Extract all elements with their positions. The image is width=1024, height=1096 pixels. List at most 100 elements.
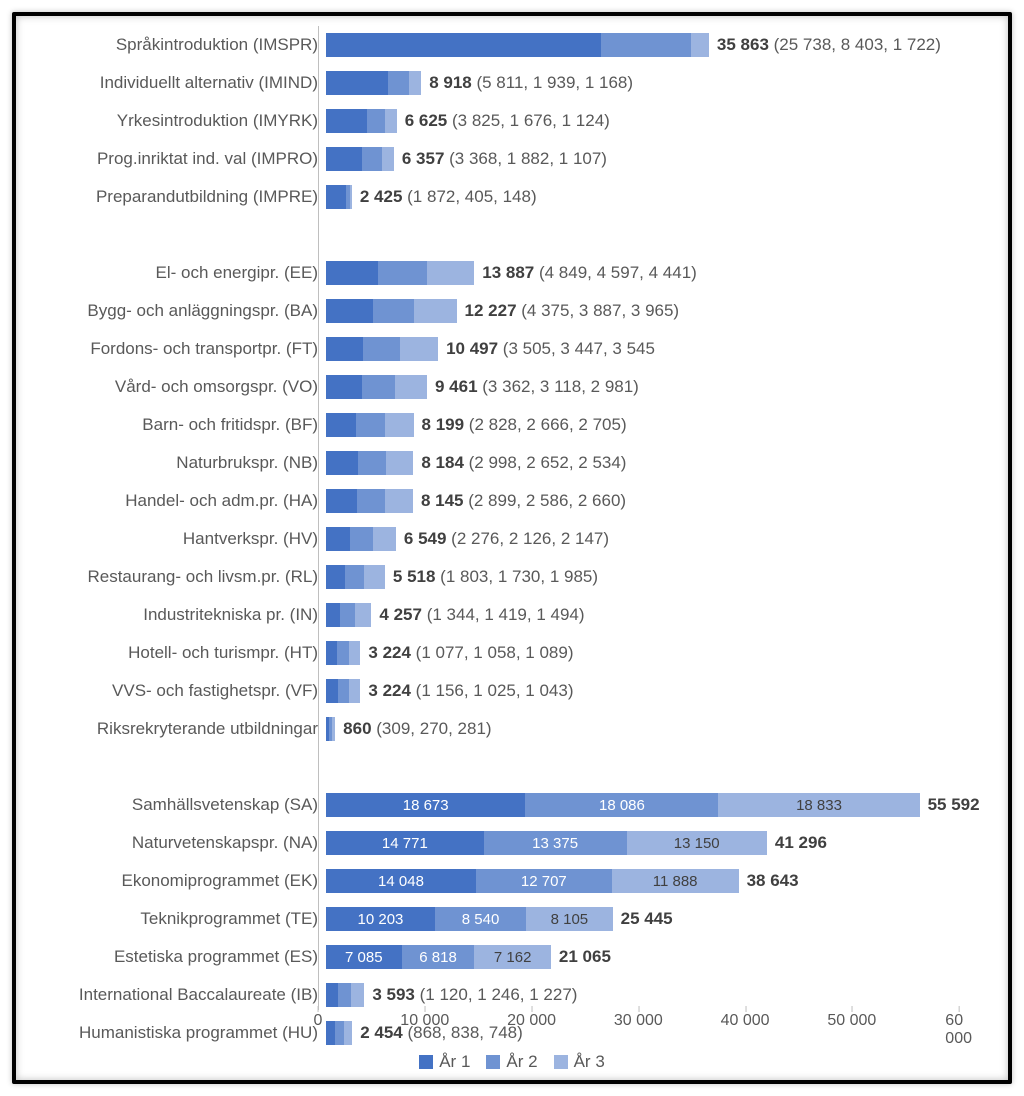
bar-segment <box>345 565 363 589</box>
category-label: Preparandutbildning (IMPRE) <box>16 187 326 207</box>
category-label: Prog.inriktat ind. val (IMPRO) <box>16 149 326 169</box>
bar-segment <box>409 71 421 95</box>
chart-row: Samhällsvetenskap (SA)18 67318 08618 833… <box>16 786 980 824</box>
y-baseline <box>318 26 319 1010</box>
legend-swatch-3 <box>554 1055 568 1069</box>
chart-row: Barn- och fritidspr. (BF)8 199 (2 828, 2… <box>16 406 980 444</box>
bar-segment <box>351 983 364 1007</box>
bar-segment: 18 673 <box>326 793 525 817</box>
category-label: Teknikprogrammet (TE) <box>16 909 326 929</box>
bar-segment: 7 085 <box>326 945 402 969</box>
category-label: Hotell- och turismpr. (HT) <box>16 643 326 663</box>
bar-stack: 6 357 (3 368, 1 882, 1 107) <box>326 147 980 171</box>
chart-row: Riksrekryterande utbildningar860 (309, 2… <box>16 710 980 748</box>
bar-stack: 18 67318 08618 83355 592 <box>326 793 980 817</box>
bar-segment <box>357 489 385 513</box>
bar-stack: 3 224 (1 156, 1 025, 1 043) <box>326 679 980 703</box>
bar-segment <box>350 185 352 209</box>
bar-segment <box>326 489 357 513</box>
bar-segment <box>350 527 373 551</box>
value-label: 35 863 (25 738, 8 403, 1 722) <box>717 35 941 55</box>
chart-row: Yrkesintroduktion (IMYRK)6 625 (3 825, 1… <box>16 102 980 140</box>
bar-segment <box>326 983 338 1007</box>
x-tick: 10 000 <box>400 1012 449 1030</box>
bar-stack: 14 04812 70711 88838 643 <box>326 869 980 893</box>
bar-segment <box>358 451 386 475</box>
chart-row: Preparandutbildning (IMPRE)2 425 (1 872,… <box>16 178 980 216</box>
bar-segment <box>326 261 378 285</box>
bar-segment <box>356 413 384 437</box>
legend: År 1 År 2 År 3 <box>16 1052 1008 1072</box>
bar-segment <box>427 261 474 285</box>
bar-segment <box>388 71 409 95</box>
bar-stack: 8 145 (2 899, 2 586, 2 660) <box>326 489 980 513</box>
value-label: 21 065 <box>559 947 611 967</box>
bar-segment <box>326 527 350 551</box>
bar-stack: 2 425 (1 872, 405, 148) <box>326 185 980 209</box>
category-label: Ekonomiprogrammet (EK) <box>16 871 326 891</box>
bar-segment <box>691 33 709 57</box>
legend-label-3: År 3 <box>574 1052 605 1072</box>
bar-segment <box>382 147 394 171</box>
chart-row: Estetiska programmet (ES)7 0856 8187 162… <box>16 938 980 976</box>
value-label: 13 887 (4 849, 4 597, 4 441) <box>482 263 697 283</box>
bar-segment <box>385 489 413 513</box>
legend-item-1: År 1 <box>419 1052 470 1072</box>
value-label: 9 461 (3 362, 3 118, 2 981) <box>435 377 639 397</box>
bar-stack: 5 518 (1 803, 1 730, 1 985) <box>326 565 980 589</box>
x-tick: 0 <box>314 1012 323 1030</box>
chart-row: Vård- och omsorgspr. (VO) 9 461 (3 362, 3… <box>16 368 980 406</box>
bar-segment <box>326 451 358 475</box>
chart-row: Hantverkspr. (HV)6 549 (2 276, 2 126, 2 … <box>16 520 980 558</box>
bar-segment: 14 771 <box>326 831 484 855</box>
category-label: International Baccalaureate (IB) <box>16 985 326 1005</box>
category-label: Hantverkspr. (HV) <box>16 529 326 549</box>
x-axis: 010 00020 00030 00040 00050 00060 000 <box>16 1012 980 1040</box>
bar-segment: 18 086 <box>525 793 718 817</box>
value-label: 25 445 <box>621 909 673 929</box>
category-label: Handel- och adm.pr. (HA) <box>16 491 326 511</box>
legend-swatch-2 <box>486 1055 500 1069</box>
value-label: 8 184 (2 998, 2 652, 2 534) <box>421 453 626 473</box>
category-label: Fordons- och transportpr. (FT) <box>16 339 326 359</box>
category-label: Samhällsvetenskap (SA) <box>16 795 326 815</box>
legend-label-2: År 2 <box>506 1052 537 1072</box>
bar-stack: 3 224 (1 077, 1 058, 1 089) <box>326 641 980 665</box>
bar-stack: 860 (309, 270, 281) <box>326 717 980 741</box>
bar-segment: 8 540 <box>435 907 526 931</box>
category-label: El- och energipr. (EE) <box>16 263 326 283</box>
x-tick: 40 000 <box>721 1012 770 1030</box>
bar-segment <box>378 261 427 285</box>
value-label: 3 593 (1 120, 1 246, 1 227) <box>372 985 577 1005</box>
bar-segment <box>349 679 360 703</box>
chart-row: Restaurang- och livsm.pr. (RL)5 518 (1 8… <box>16 558 980 596</box>
bar-stack: 8 184 (2 998, 2 652, 2 534) <box>326 451 980 475</box>
legend-item-2: År 2 <box>486 1052 537 1072</box>
bar-segment <box>414 299 456 323</box>
category-label: Vård- och omsorgspr. (VO) <box>16 377 326 397</box>
chart-row: Prog.inriktat ind. val (IMPRO)6 357 (3 3… <box>16 140 980 178</box>
chart-row: Naturbrukspr. (NB)8 184 (2 998, 2 652, 2… <box>16 444 980 482</box>
chart-row: El- och energipr. (EE) 13 887 (4 849, 4 5… <box>16 254 980 292</box>
category-label: Språkintroduktion (IMSPR) <box>16 35 326 55</box>
bar-segment <box>338 679 349 703</box>
value-label: 3 224 (1 156, 1 025, 1 043) <box>368 681 573 701</box>
bar-segment <box>395 375 427 399</box>
chart-inner: Språkintroduktion (IMSPR) 35 863 (25 738,… <box>12 12 1012 1084</box>
bar-stack: 14 77113 37513 15041 296 <box>326 831 980 855</box>
legend-item-3: År 3 <box>554 1052 605 1072</box>
value-label: 8 199 (2 828, 2 666, 2 705) <box>422 415 627 435</box>
value-label: 8 918 (5 811, 1 939, 1 168) <box>429 73 633 93</box>
bar-stack: 7 0856 8187 16221 065 <box>326 945 980 969</box>
bar-segment: 18 833 <box>718 793 919 817</box>
value-label: 38 643 <box>747 871 799 891</box>
bar-segment <box>326 679 338 703</box>
chart-row: Industritekniska pr. (IN)4 257 (1 344, 1… <box>16 596 980 634</box>
bar-stack: 35 863 (25 738, 8 403, 1 722) <box>326 33 980 57</box>
category-label: Naturvetenskapspr. (NA) <box>16 833 326 853</box>
bar-segment: 14 048 <box>326 869 476 893</box>
value-label: 41 296 <box>775 833 827 853</box>
bar-segment <box>326 185 346 209</box>
category-label: Bygg- och anläggningspr. (BA) <box>16 301 326 321</box>
chart-row: VVS- och fastighetspr. (VF)3 224 (1 156,… <box>16 672 980 710</box>
